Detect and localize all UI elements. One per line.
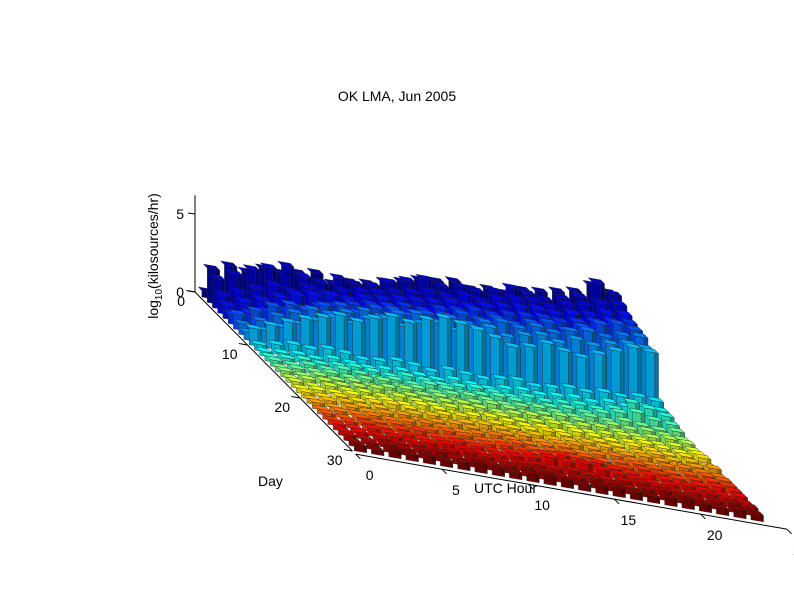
bar-day-30-hour-21 [712, 503, 730, 517]
x-tick-label-10: 10 [534, 497, 550, 513]
x-tick-mark-25 [786, 528, 792, 535]
bar-day-30-hour-19 [677, 494, 695, 511]
bar-day-10-hour-7 [365, 313, 383, 369]
y-tick-label-20: 20 [274, 399, 290, 415]
z-tick-mark-0 [187, 290, 196, 293]
bar-day-30-hour-8 [487, 462, 506, 478]
x-tick-label-0: 0 [366, 467, 374, 483]
bar-day-30-hour-2 [384, 444, 402, 460]
z-axis-label-base: log [145, 300, 162, 319]
bar-day-30-hour-10 [522, 468, 540, 484]
bar-day-30-hour-4 [418, 450, 437, 466]
y-tick-mark-10 [238, 343, 248, 346]
z-axis-label-rest: (kilosources/hr) [145, 193, 162, 289]
z-axis-label: log10(kilosources/hr) [145, 193, 165, 319]
bar-day-30-hour-18 [660, 492, 678, 508]
x-tick-label-5: 5 [452, 482, 460, 498]
x-tick-label-20: 20 [707, 527, 723, 543]
bar-day-30-hour-6 [453, 456, 471, 472]
bar-day-30-hour-14 [591, 480, 609, 496]
bar-day-30-hour-13 [574, 479, 592, 493]
bar-day-30-hour-22 [729, 504, 747, 520]
x-tick-mark-0 [355, 453, 361, 460]
bar-day-30-hour-5 [436, 455, 454, 469]
bar-day-30-hour-1 [367, 444, 385, 457]
bar-day-30-hour-17 [643, 491, 661, 505]
bar-day-30-hour-9 [505, 467, 523, 481]
bar-day-30-hour-11 [539, 470, 557, 487]
bar-day-30-hour-0 [349, 440, 368, 454]
x-axis-label: UTC Hour [474, 480, 538, 496]
y-axis-label: Day [258, 473, 283, 489]
y-axis-line [194, 291, 353, 452]
z-tick-label-0: 0 [176, 284, 184, 300]
x-tick-mark-10 [527, 483, 534, 490]
z-tick-label-5: 5 [176, 206, 184, 222]
bar-day-10-hour-13 [469, 325, 487, 387]
y-tick-mark-20 [291, 396, 301, 399]
bar-day-30-hour-12 [556, 474, 575, 490]
x-tick-mark-20 [700, 513, 706, 520]
y-tick-mark-30 [343, 449, 353, 452]
bar-day-30-hour-16 [625, 486, 644, 502]
x-tick-mark-15 [614, 498, 620, 505]
x-tick-mark-5 [441, 468, 447, 475]
x-axis-line [355, 453, 787, 530]
bar-day-30-hour-23 [746, 509, 764, 523]
bar-day-10-hour-10 [417, 314, 435, 378]
bar-day-30-hour-3 [401, 449, 419, 463]
z-tick-mark-5 [187, 212, 196, 215]
chart-title: OK LMA, Jun 2005 [337, 88, 457, 104]
y-tick-label-10: 10 [222, 346, 238, 362]
bar-day-30-hour-15 [608, 482, 626, 499]
bar-day-30-hour-7 [470, 458, 488, 475]
y-tick-label-0: 0 [177, 293, 185, 309]
bars [197, 260, 764, 523]
y-tick-label-30: 30 [327, 452, 343, 468]
x-tick-label-15: 15 [621, 512, 637, 528]
bar-day-30-hour-20 [694, 498, 713, 514]
axes [194, 195, 787, 530]
z-axis-label-sub: 10 [153, 288, 165, 301]
ticks: 0510152025010203005 [176, 206, 794, 558]
bar-day-10-hour-11 [434, 312, 452, 381]
